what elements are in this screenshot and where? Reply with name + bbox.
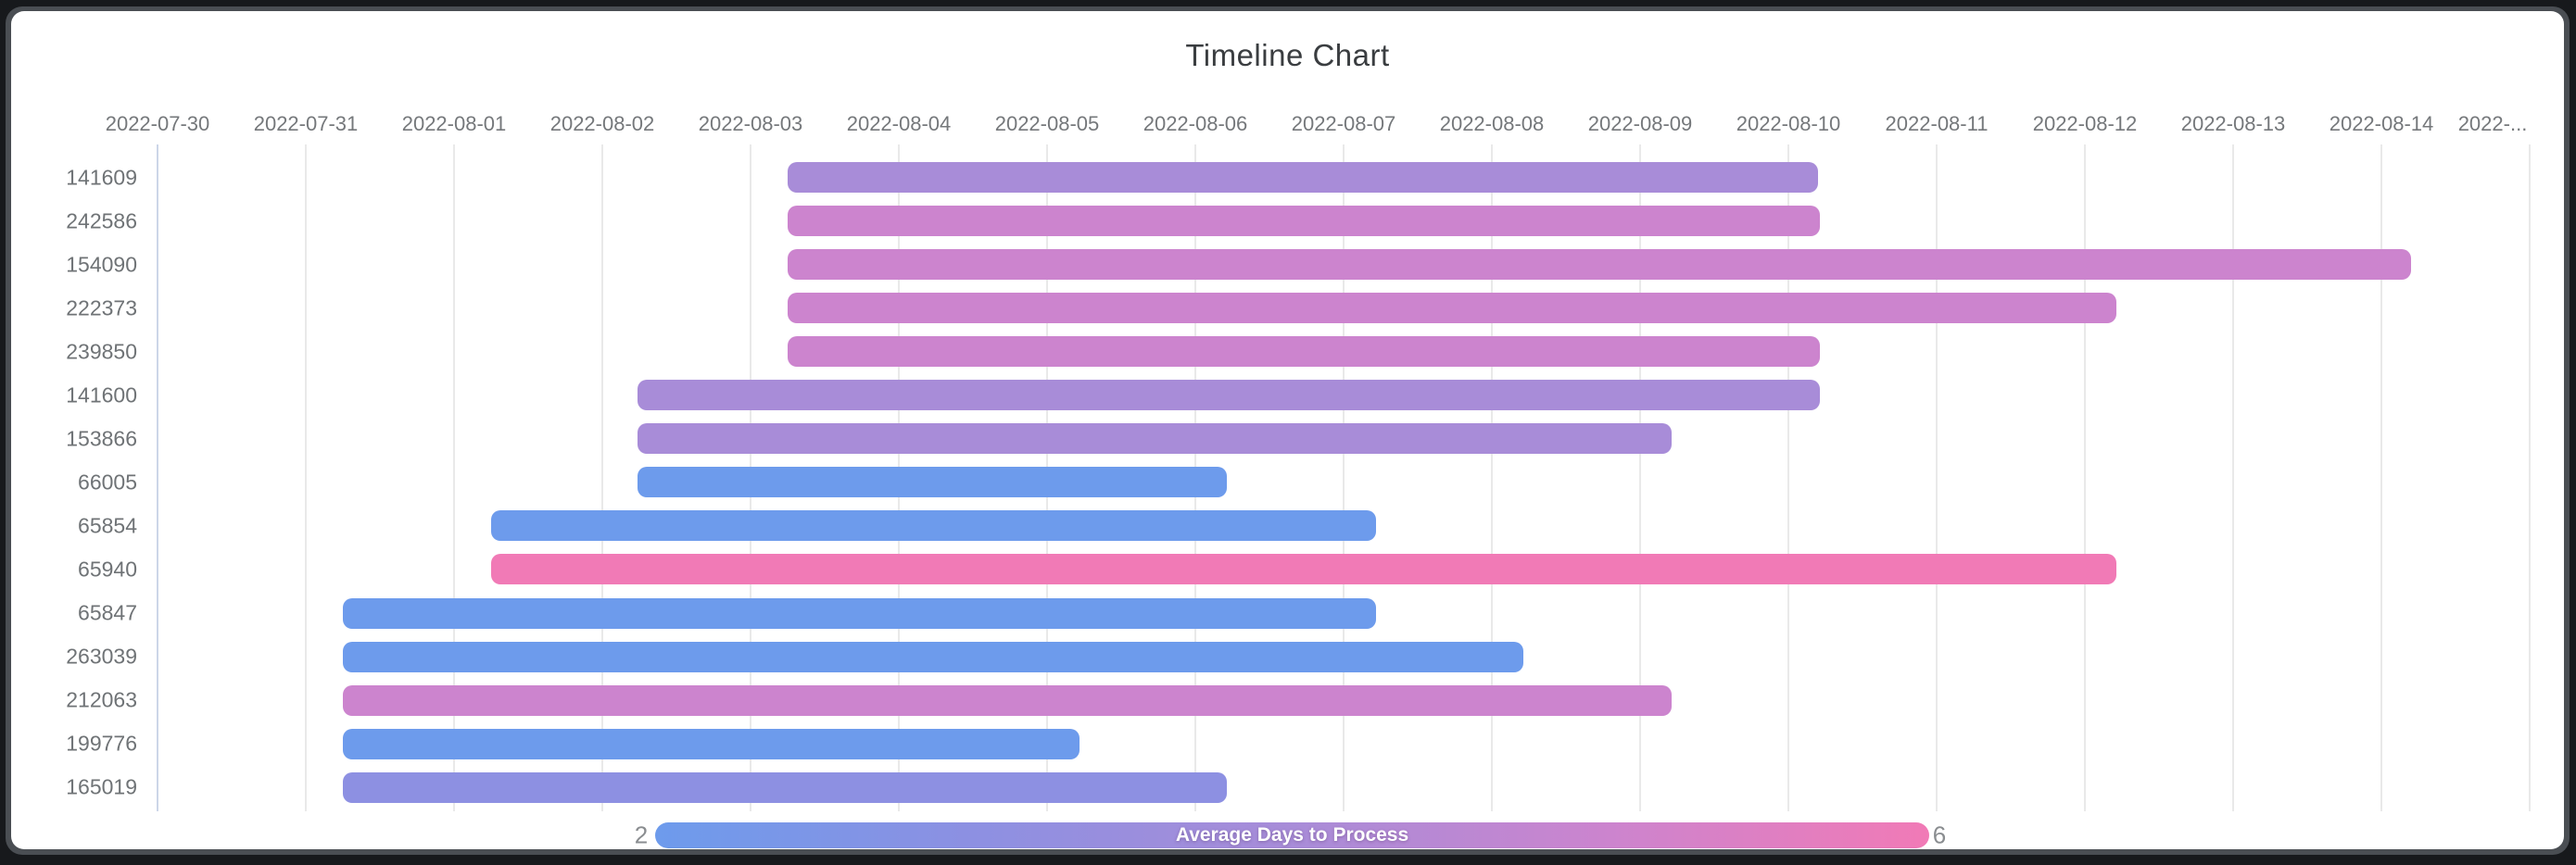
x-axis-tick-label: 2022-08-02 bbox=[549, 112, 655, 135]
timeline-bar[interactable] bbox=[788, 162, 1818, 193]
x-axis-tick-label: 2022-08-06 bbox=[1143, 112, 1248, 135]
timeline-bar[interactable] bbox=[343, 771, 1227, 803]
timeline-bar[interactable] bbox=[638, 423, 1672, 455]
gridline bbox=[453, 144, 455, 811]
x-axis-tick-label: 2022-08-05 bbox=[994, 112, 1100, 135]
x-axis-tick-label: 2022-08-07 bbox=[1291, 112, 1396, 135]
row-label: 165019 bbox=[66, 774, 137, 799]
x-axis-tick-label: 2022-08-01 bbox=[401, 112, 507, 135]
gridline bbox=[1343, 144, 1345, 811]
legend-gradient-bar: Average Days to Process bbox=[655, 822, 1929, 848]
gridline bbox=[2529, 144, 2531, 811]
x-axis-tick-label: 2022-08-03 bbox=[698, 112, 803, 135]
gridline bbox=[1491, 144, 1493, 811]
x-axis-tick-label: 2022-08-12 bbox=[2032, 112, 2138, 135]
row-label: 65847 bbox=[78, 600, 137, 625]
gridline bbox=[601, 144, 603, 811]
gridline bbox=[2084, 144, 2086, 811]
row-label: 263039 bbox=[66, 644, 137, 669]
timeline-bar[interactable] bbox=[343, 597, 1377, 629]
x-axis-tick-label: 2022-08-04 bbox=[846, 112, 952, 135]
gridline bbox=[2380, 144, 2382, 811]
chart-title: Timeline Chart bbox=[1185, 38, 1390, 72]
timeline-bar[interactable] bbox=[788, 249, 2411, 281]
row-label: 242586 bbox=[66, 208, 137, 233]
row-label: 212063 bbox=[66, 687, 137, 712]
axis-baseline bbox=[157, 144, 158, 811]
row-label: 65940 bbox=[78, 557, 137, 582]
timeline-bar[interactable] bbox=[638, 467, 1227, 498]
x-axis-tick-label: 2022-08-08 bbox=[1439, 112, 1545, 135]
x-axis-tick-label: 2022-07-30 bbox=[105, 112, 210, 135]
row-label: 199776 bbox=[66, 731, 137, 756]
gridline bbox=[1639, 144, 1641, 811]
row-label: 154090 bbox=[66, 252, 137, 277]
gridline bbox=[1787, 144, 1789, 811]
row-label: 141600 bbox=[66, 382, 137, 407]
row-label: 239850 bbox=[66, 339, 137, 364]
chart-card: Timeline Chart 2022-07-30 2022-07-31 2022-… bbox=[11, 11, 2564, 849]
row-label: 65854 bbox=[78, 513, 137, 538]
timeline-bar[interactable] bbox=[788, 206, 1820, 237]
timeline-bar[interactable] bbox=[788, 336, 1820, 368]
x-axis-tick-label: 2022-08-09 bbox=[1587, 112, 1693, 135]
row-label: 66005 bbox=[78, 470, 137, 495]
timeline-bar[interactable] bbox=[491, 554, 2116, 585]
timeline-bar[interactable] bbox=[343, 684, 1672, 716]
x-axis-tick-label: 2022-08-14 bbox=[2329, 112, 2434, 135]
timeline-bar[interactable] bbox=[343, 641, 1523, 672]
timeline-bar[interactable] bbox=[788, 293, 2116, 324]
row-label: 222373 bbox=[66, 295, 137, 320]
legend-min-label: 2 bbox=[634, 821, 649, 849]
x-axis-tick-label: 2022-08-13 bbox=[2180, 112, 2286, 135]
x-axis-tick-label: 2022-08-10 bbox=[1736, 112, 1841, 135]
x-axis-tick-label: 2022-08-11 bbox=[1885, 112, 1989, 135]
gridline bbox=[305, 144, 307, 811]
row-label: 141609 bbox=[66, 165, 137, 189]
legend-title: Average Days to Process bbox=[1175, 824, 1409, 846]
row-label: 153866 bbox=[66, 426, 137, 451]
timeline-bar[interactable] bbox=[638, 380, 1820, 411]
timeline-bar[interactable] bbox=[491, 510, 1377, 542]
x-axis-tick-label: 2022-... bbox=[2457, 112, 2528, 135]
gridline bbox=[1936, 144, 1938, 811]
x-axis-tick-label: 2022-07-31 bbox=[253, 112, 359, 135]
legend-max-label: 6 bbox=[1932, 821, 1947, 849]
gridline bbox=[2232, 144, 2234, 811]
timeline-bar[interactable] bbox=[343, 728, 1080, 759]
